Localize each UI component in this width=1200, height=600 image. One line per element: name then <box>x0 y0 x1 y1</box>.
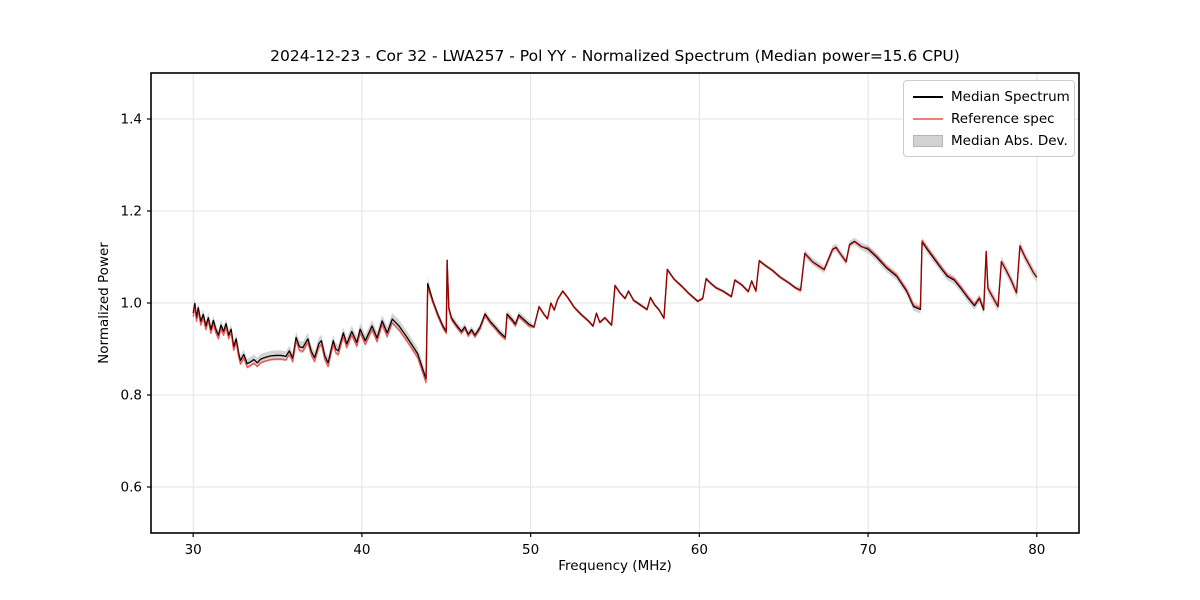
x-tick-label: 40 <box>353 542 370 558</box>
y-tick-label: 0.8 <box>121 388 142 404</box>
x-tick-label: 60 <box>691 542 708 558</box>
chart-title: 2024-12-23 - Cor 32 - LWA257 - Pol YY - … <box>270 47 960 65</box>
y-tick-label: 0.6 <box>121 480 142 496</box>
legend: Median Spectrum Reference spec Median Ab… <box>903 80 1075 157</box>
tick-labels: 30 40 50 60 70 80 0.6 0.8 1.0 1.2 1.4 <box>121 112 1046 559</box>
median-spectrum-line-swatch-icon <box>913 95 943 98</box>
axis-ticks <box>147 118 1038 537</box>
x-tick-label: 70 <box>859 542 876 558</box>
y-axis-label: Normalized Power <box>96 242 112 364</box>
legend-entry-median-spectrum: Median Spectrum <box>913 88 1070 105</box>
y-tick-label: 1.4 <box>121 112 142 128</box>
legend-entry-median-abs-dev: Median Abs. Dev. <box>913 132 1068 149</box>
y-tick-label: 1.2 <box>121 204 142 220</box>
x-axis-label: Frequency (MHz) <box>558 558 672 574</box>
median-spectrum-line <box>192 240 1038 380</box>
x-tick-label: 80 <box>1028 542 1045 558</box>
legend-entry-reference-spec: Reference spec <box>913 110 1064 127</box>
x-tick-label: 50 <box>522 542 539 558</box>
legend-label-reference-spec: Reference spec <box>951 110 1055 127</box>
legend-label-median-spectrum: Median Spectrum <box>951 88 1070 105</box>
x-tick-label: 30 <box>185 542 202 558</box>
legend-label-median-abs-dev: Median Abs. Dev. <box>951 132 1068 149</box>
reference-spec-line-swatch-icon <box>913 117 943 120</box>
y-tick-label: 1.0 <box>121 296 142 312</box>
median-abs-dev-band <box>193 237 1037 385</box>
reference-spec-line <box>192 239 1038 384</box>
median-abs-dev-patch-swatch-icon <box>913 134 943 147</box>
